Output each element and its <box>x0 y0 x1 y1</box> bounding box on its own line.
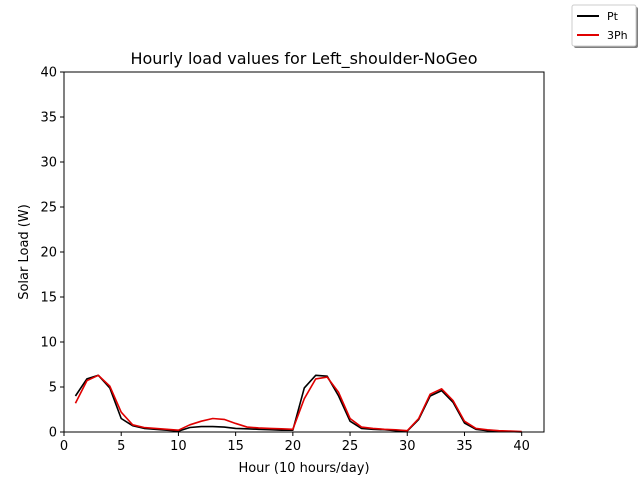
x-tick-label: 20 <box>285 439 302 454</box>
y-axis-label: Solar Load (W) <box>17 204 32 300</box>
legend: Pt 3Ph <box>571 4 638 48</box>
x-tick-label: 40 <box>513 439 530 454</box>
y-tick-label: 25 <box>40 201 57 216</box>
series-line-pt <box>74 374 522 433</box>
y-tick-label: 20 <box>40 246 57 261</box>
y-axis-ticks: 0 5 10 15 20 25 30 35 40 <box>40 66 64 441</box>
plot-frame <box>63 71 545 433</box>
x-tick-label: 15 <box>227 439 244 454</box>
legend-label-3ph: 3Ph <box>607 29 628 42</box>
y-tick-label: 5 <box>49 381 57 396</box>
x-tick-label: 5 <box>117 439 125 454</box>
plot-area: 0 5 10 15 20 25 30 35 40 0 5 10 15 20 25 30 35 40 <box>40 66 545 454</box>
x-tick-label: 0 <box>60 439 68 454</box>
series-line-3ph <box>74 374 522 433</box>
x-tick-label: 30 <box>399 439 416 454</box>
x-axis-label: Hour (10 hours/day) <box>238 461 369 476</box>
x-axis-ticks: 0 5 10 15 20 25 30 35 40 <box>60 432 530 454</box>
legend-label-pt: Pt <box>607 10 619 23</box>
x-tick-label: 25 <box>342 439 359 454</box>
y-tick-label: 10 <box>40 336 57 351</box>
y-tick-label: 30 <box>40 156 57 171</box>
y-tick-label: 35 <box>40 111 57 126</box>
chart-title: Hourly load values for Left_shoulder-NoG… <box>130 49 477 69</box>
series-layer <box>74 374 522 433</box>
x-tick-label: 10 <box>170 439 187 454</box>
y-tick-label: 40 <box>40 66 57 81</box>
y-tick-label: 15 <box>40 291 57 306</box>
y-tick-label: 0 <box>49 426 57 441</box>
x-tick-label: 35 <box>456 439 473 454</box>
